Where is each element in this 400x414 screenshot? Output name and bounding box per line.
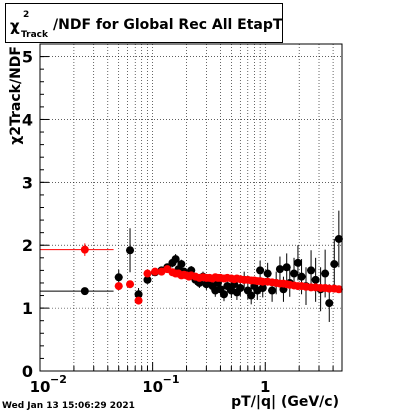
- data-point: [126, 280, 135, 289]
- title-subscript: Track: [21, 30, 48, 40]
- data-point: [334, 285, 343, 294]
- data-point: [247, 291, 256, 300]
- y-tick-label: 5: [22, 48, 33, 67]
- y-tick-label: 3: [22, 173, 33, 192]
- data-point: [80, 287, 89, 296]
- y-tick-label: 0: [22, 362, 33, 381]
- y-tick-label: 4: [22, 110, 33, 129]
- data-point: [177, 260, 186, 269]
- chart-title: χ 2 Track /NDF for Global Rec All EtapT: [5, 3, 283, 43]
- data-point: [134, 296, 143, 305]
- data-point: [256, 266, 265, 275]
- data-point: [293, 258, 302, 267]
- y-tick-label: 2: [22, 236, 33, 255]
- data-point: [334, 234, 343, 243]
- y-axis-label: χ2Track/NDF: [8, 46, 24, 145]
- grid: [39, 44, 342, 371]
- title-symbol: χ: [10, 17, 20, 35]
- data-point: [325, 299, 334, 308]
- x-tick-exponent: −1: [163, 373, 180, 386]
- plot-frame: [39, 43, 343, 372]
- title-superscript: 2: [23, 10, 30, 20]
- data-point: [330, 260, 339, 269]
- data-point: [114, 282, 123, 291]
- x-tick-label: 10: [142, 378, 163, 396]
- series: [40, 210, 343, 322]
- data-point: [297, 272, 306, 281]
- data-point: [80, 245, 89, 254]
- x-tick-label: 1: [260, 378, 270, 396]
- data-point: [126, 246, 135, 255]
- x-tick-label: 10: [30, 378, 51, 396]
- data-point: [321, 269, 330, 278]
- data-point: [151, 267, 160, 276]
- data-point: [219, 290, 228, 299]
- y-tick-label: 1: [22, 299, 33, 318]
- data-point: [143, 269, 152, 278]
- data-point: [258, 283, 267, 292]
- data-point: [311, 275, 320, 284]
- x-tick-exponent: −2: [50, 373, 67, 386]
- data-point: [114, 273, 123, 282]
- data-point: [171, 255, 180, 264]
- timestamp: Wed Jan 13 15:06:29 2021: [2, 401, 135, 411]
- data-point: [282, 263, 291, 272]
- data-point: [236, 283, 245, 292]
- data-point: [143, 275, 152, 284]
- data-point: [268, 286, 277, 295]
- data-point: [307, 266, 316, 275]
- title-text: /NDF for Global Rec All EtapT: [53, 17, 283, 33]
- data-point: [134, 290, 143, 299]
- axis-ticks: [39, 43, 334, 372]
- data-point: [290, 269, 299, 278]
- data-point: [275, 265, 284, 274]
- x-axis-label: pT/|q| (GeV/c): [231, 394, 339, 410]
- data-point: [263, 269, 272, 278]
